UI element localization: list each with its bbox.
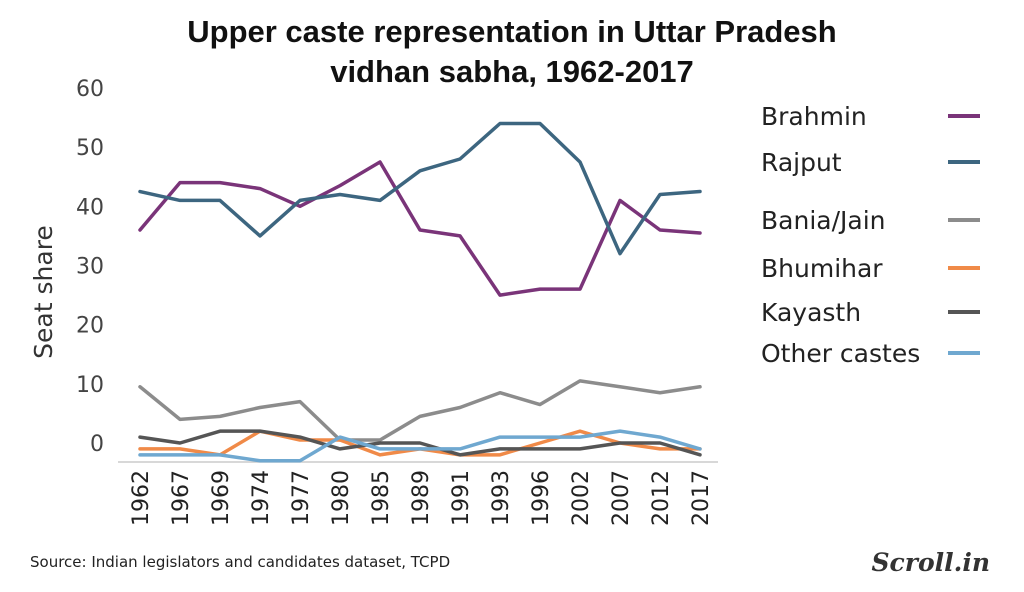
y-tick-label: 40 [76, 195, 104, 220]
x-tick-label: 1974 [249, 470, 274, 526]
x-tick-label: 1989 [409, 470, 434, 526]
x-tick-label: 1993 [489, 470, 514, 526]
x-tick-label: 2012 [649, 470, 674, 526]
x-tick-label: 1969 [209, 470, 234, 526]
legend: Brahmin Rajput Bania/Jain Bhumihar Kayasth Ot… [761, 102, 980, 368]
legend-label-other-castes: Other castes [761, 339, 920, 368]
legend-label-bhumihar: Bhumihar [761, 254, 883, 283]
chart-title: Upper caste representation in Uttar Prad… [0, 12, 1024, 92]
x-tick-label: 2002 [569, 470, 594, 526]
x-tick-label: 1977 [289, 470, 314, 526]
x-tick-label: 2017 [689, 470, 714, 526]
chart-title-line1: Upper caste representation in Uttar Prad… [187, 14, 837, 49]
y-tick-label: 20 [76, 314, 104, 339]
series-lines [138, 121, 702, 463]
legend-label-rajput: Rajput [761, 148, 842, 177]
x-tick-label: 1967 [169, 470, 194, 526]
source-note: Source: Indian legislators and candidate… [30, 553, 451, 571]
series-line-other-castes [138, 429, 702, 463]
y-tick-label: 0 [90, 432, 104, 457]
y-axis-ticks: 60 50 40 30 20 10 0 [76, 77, 104, 457]
y-tick-label: 60 [76, 77, 104, 102]
x-tick-label: 2007 [609, 470, 634, 526]
x-tick-label: 1996 [529, 470, 554, 526]
series-line-rajput [138, 121, 702, 256]
legend-label-kayasth: Kayasth [761, 298, 861, 327]
x-tick-label: 1985 [369, 470, 394, 526]
series-line-kayasth [138, 429, 702, 457]
x-tick-label: 1991 [449, 470, 474, 526]
x-tick-label: 1980 [329, 470, 354, 526]
series-line-bania-jain [138, 379, 702, 442]
y-tick-label: 30 [76, 255, 104, 280]
y-tick-label: 10 [76, 373, 104, 398]
brand-logo: Scroll.in [871, 548, 991, 577]
legend-label-brahmin: Brahmin [761, 102, 867, 131]
x-tick-label: 1962 [129, 470, 154, 526]
y-tick-label: 50 [76, 136, 104, 161]
chart-title-line2: vidhan sabha, 1962-2017 [330, 54, 694, 89]
x-axis-ticks: 1962 1967 1969 1974 1977 1980 1985 1989 1991 1993… [129, 470, 714, 526]
series-line-brahmin [138, 160, 702, 297]
legend-label-bania-jain: Bania/Jain [761, 206, 886, 235]
y-axis-label: Seat share [29, 225, 58, 359]
